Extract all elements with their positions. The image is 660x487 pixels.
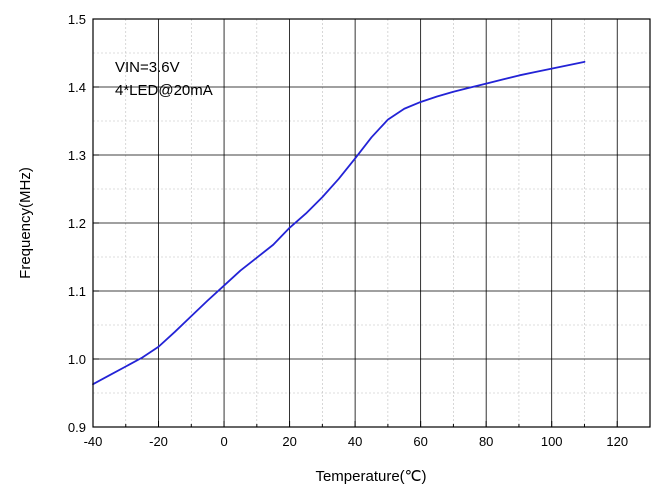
x-axis-title: Temperature(℃) — [315, 468, 426, 485]
major-grid — [93, 19, 650, 427]
x-tick-label: 120 — [606, 434, 628, 449]
x-tick-labels: -40 -20 0 20 40 60 80 100 120 — [84, 434, 628, 449]
x-tick-label: 60 — [413, 434, 427, 449]
y-tick-label: 1.1 — [68, 284, 86, 299]
x-tick-label: 80 — [479, 434, 493, 449]
x-tick-label: -20 — [149, 434, 168, 449]
annotation-led: 4*LED@20mA — [115, 82, 213, 99]
axis-ticks — [92, 18, 618, 428]
y-axis-title: Frequency(MHz) — [17, 167, 34, 279]
series-layer — [92, 60, 586, 386]
x-tick-label: 100 — [541, 434, 563, 449]
y-tick-label: 1.2 — [68, 216, 86, 231]
annotation-vin: VIN=3.6V — [115, 59, 180, 76]
x-tick-label: 0 — [220, 434, 227, 449]
series-line-0 — [92, 60, 586, 386]
y-tick-label: 1.4 — [68, 80, 86, 95]
y-tick-label: 0.9 — [68, 420, 86, 435]
y-tick-labels: 0.9 1.0 1.1 1.2 1.3 1.4 1.5 — [68, 12, 86, 435]
plot-frame — [92, 18, 651, 428]
x-tick-label: 20 — [282, 434, 296, 449]
x-tick-label: 40 — [348, 434, 362, 449]
y-tick-label: 1.0 — [68, 352, 86, 367]
y-tick-label: 1.5 — [68, 12, 86, 27]
x-tick-label: -40 — [84, 434, 103, 449]
y-tick-label: 1.3 — [68, 148, 86, 163]
